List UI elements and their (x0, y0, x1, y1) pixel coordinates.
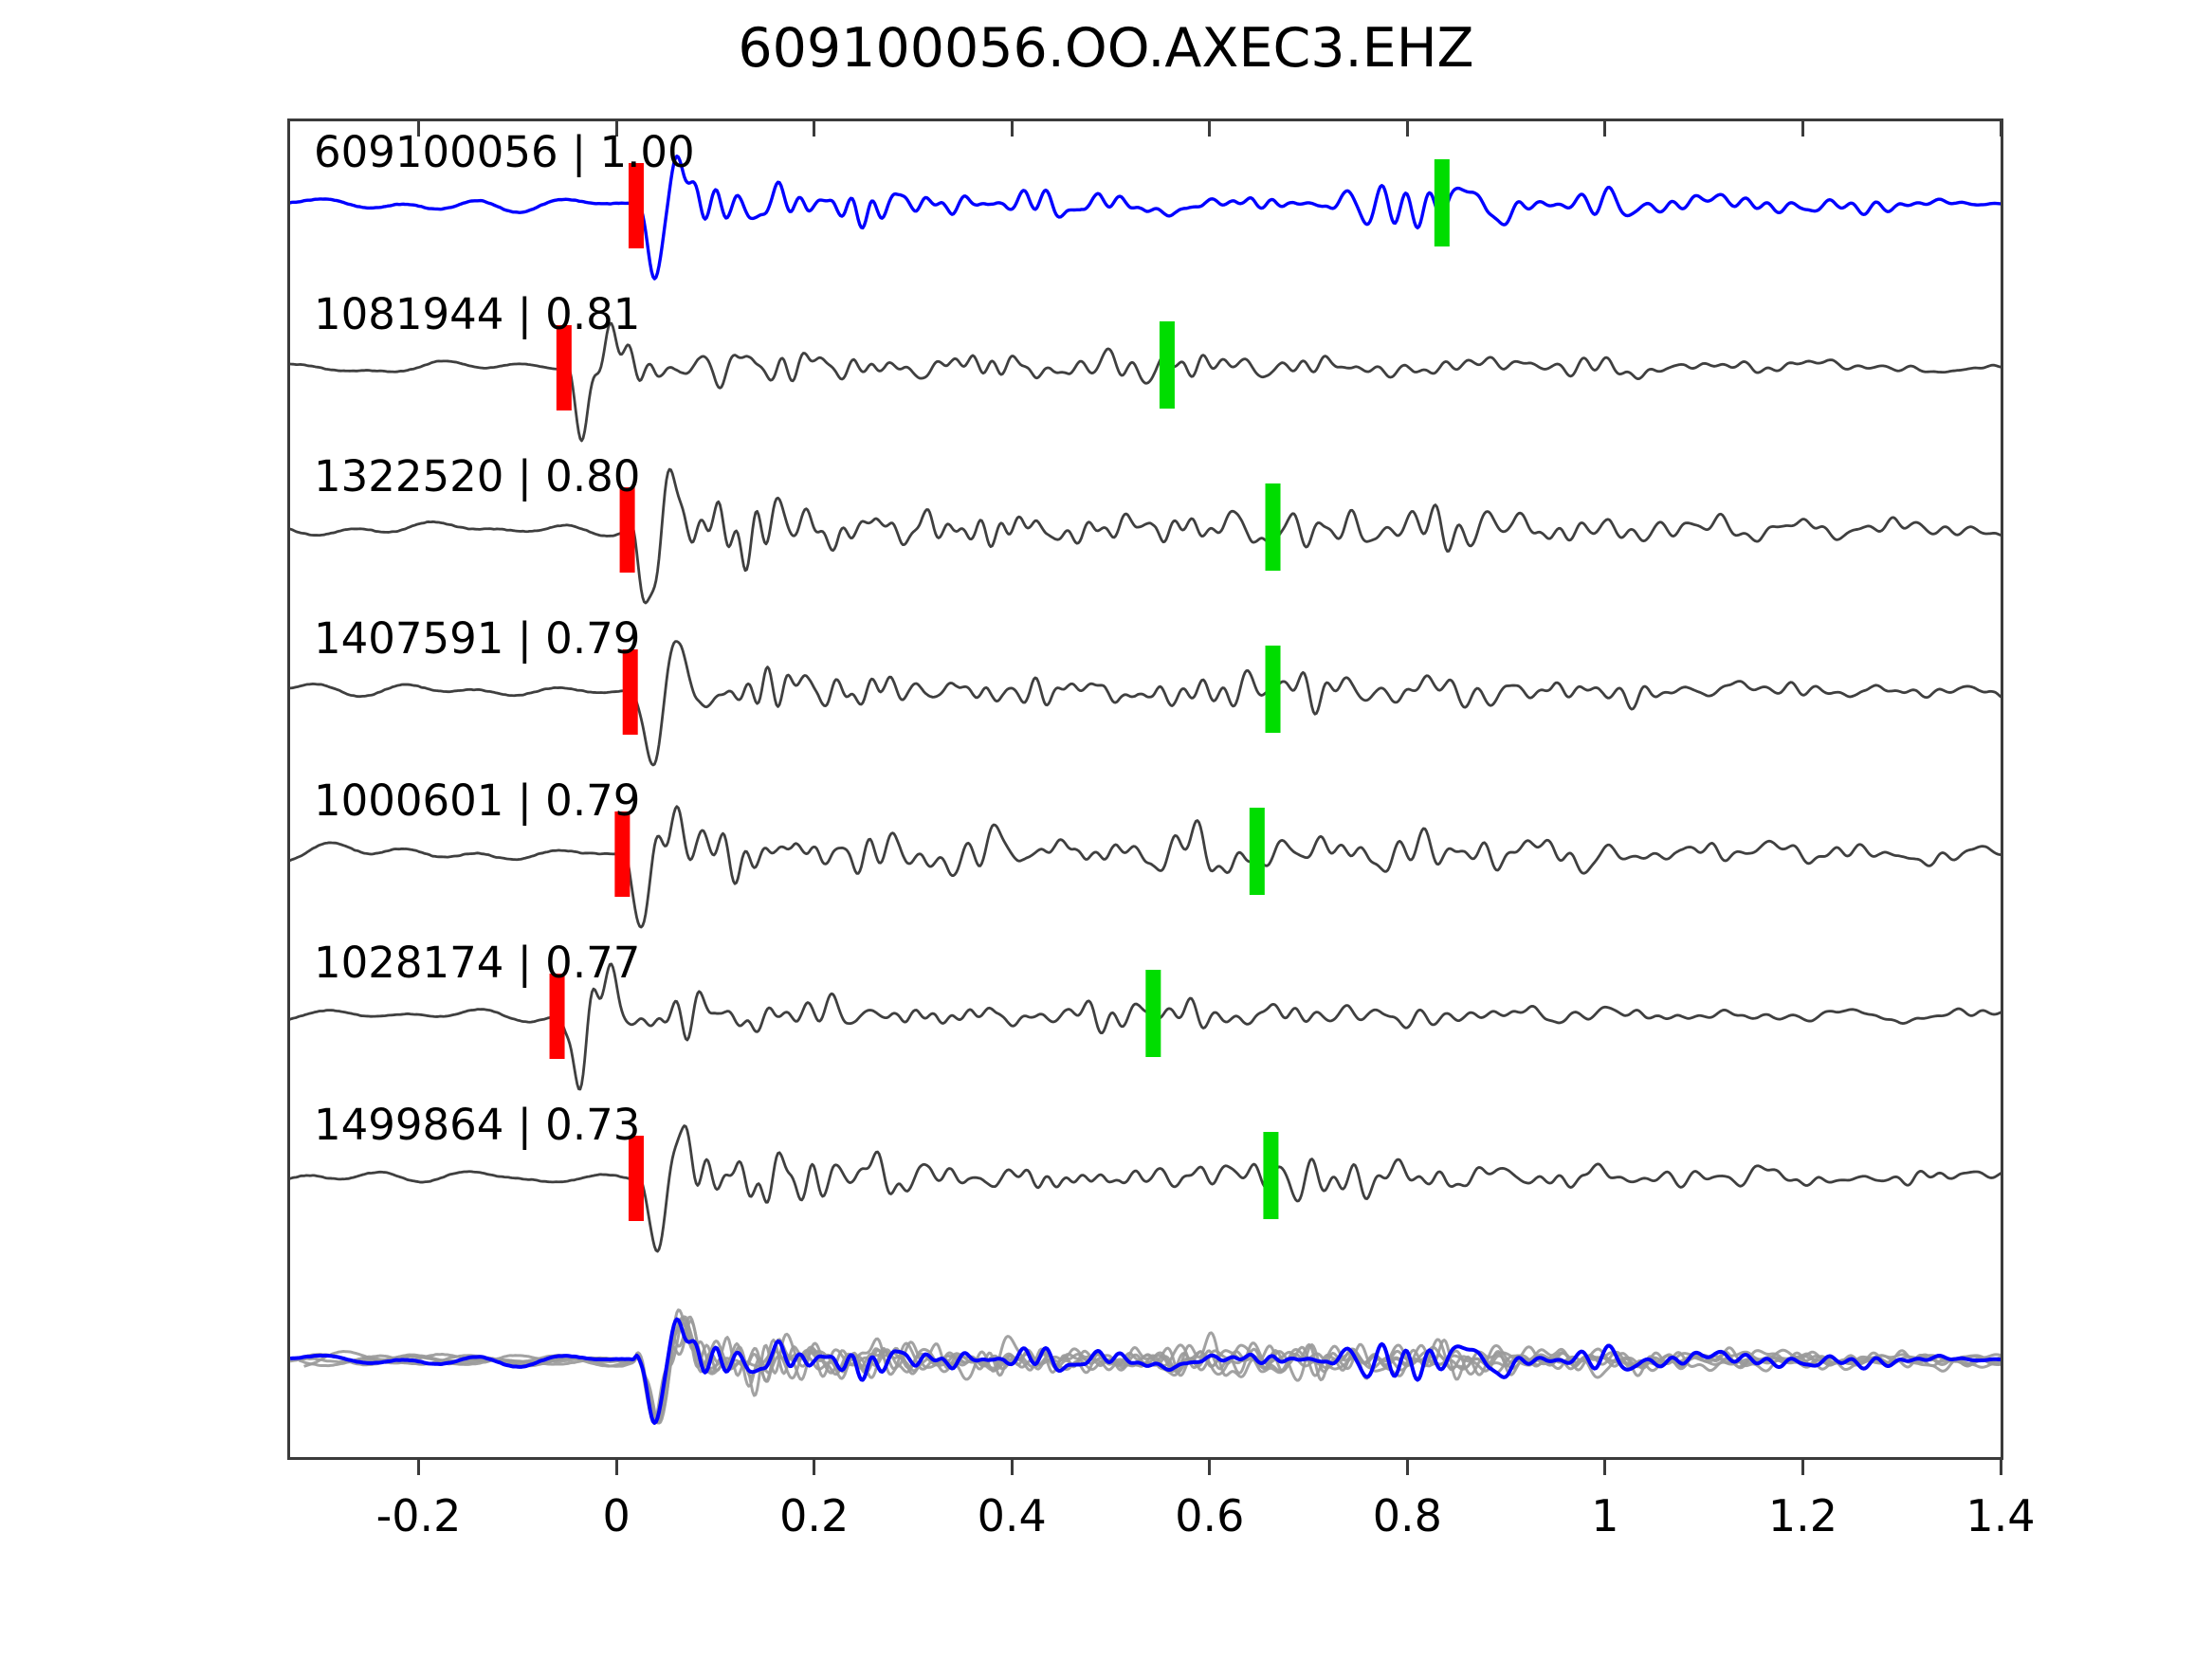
waveform-trace (290, 1124, 2001, 1253)
x-axis-tick-label: 1.4 (1965, 1490, 2036, 1541)
x-axis-tick-label: 0.6 (1175, 1490, 1245, 1541)
s-pick-marker (1249, 808, 1265, 895)
p-pick-marker (556, 325, 572, 410)
s-pick-marker (1434, 159, 1450, 246)
waveform-trace (290, 467, 2001, 605)
s-pick-marker (1159, 321, 1175, 409)
x-axis-tick-label: 1 (1591, 1490, 1619, 1541)
waveform-trace (290, 155, 2001, 281)
p-pick-marker (628, 163, 644, 248)
stack-overlay-trace (303, 1319, 2001, 1425)
s-pick-marker (1263, 1132, 1279, 1219)
waveform-trace (290, 321, 2001, 443)
stack-overlay-trace (368, 1315, 2001, 1425)
waveform-trace (290, 962, 2001, 1091)
s-pick-marker (1265, 646, 1281, 733)
x-axis-tick-label: 0.8 (1372, 1490, 1442, 1541)
stack-template-trace (290, 1317, 2001, 1425)
trace-row-label: 1407591 | 0.79 (314, 613, 641, 664)
x-axis-tick-label: 0.2 (779, 1490, 850, 1541)
trace-row-label: 1000601 | 0.79 (314, 775, 641, 826)
trace-row-label: 609100056 | 1.00 (314, 127, 695, 177)
x-axis-tick-label: -0.2 (375, 1490, 462, 1541)
page-title: 609100056.OO.AXEC3.EHZ (738, 17, 1474, 80)
plot-area (287, 118, 2003, 1460)
trace-row-label: 1499864 | 0.73 (314, 1100, 641, 1150)
waveform-trace (290, 805, 2001, 929)
stack-overlay-trace (296, 1317, 2001, 1425)
p-pick-marker (549, 974, 565, 1059)
p-pick-marker (622, 649, 638, 735)
trace-row-label: 1322520 | 0.80 (314, 451, 641, 501)
waveform-canvas (290, 155, 2001, 1425)
p-pick-marker (619, 487, 635, 573)
x-axis-tick-label: 1.2 (1767, 1490, 1838, 1541)
s-pick-marker (1145, 970, 1161, 1057)
trace-row-label: 1028174 | 0.77 (314, 938, 641, 988)
s-pick-marker (1265, 483, 1281, 571)
trace-row-label: 1081944 | 0.81 (314, 289, 641, 339)
stack-overlay-trace (290, 1315, 2001, 1425)
p-pick-marker (614, 811, 631, 897)
x-axis-tick-label: 0.4 (977, 1490, 1047, 1541)
p-pick-marker (628, 1136, 644, 1221)
x-axis-tick-label: 0 (602, 1490, 631, 1541)
waveform-trace (290, 640, 2001, 767)
